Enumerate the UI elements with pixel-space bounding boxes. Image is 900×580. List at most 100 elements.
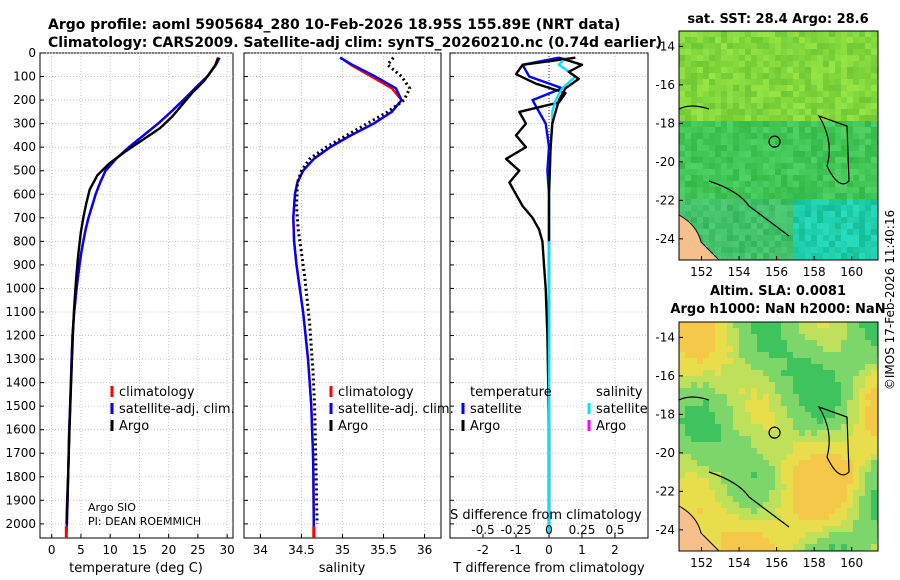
map-cell <box>715 109 722 116</box>
map-cell <box>787 466 794 473</box>
map-cell <box>811 472 818 479</box>
map-cell <box>733 211 740 218</box>
map-cell <box>847 454 854 461</box>
map-cell <box>823 67 830 74</box>
map-cell <box>751 193 758 200</box>
map-cell <box>703 370 710 377</box>
map-cell <box>823 169 830 176</box>
map-cell <box>865 502 872 509</box>
map-cell <box>691 508 698 515</box>
map-cell <box>769 382 776 389</box>
map-cell <box>733 418 740 425</box>
map-cell <box>847 544 854 551</box>
map-cell <box>871 49 878 56</box>
map-cell <box>721 532 728 539</box>
map-cell <box>721 217 728 224</box>
map-cell <box>799 91 806 98</box>
map-cell <box>817 484 824 491</box>
map-cell <box>769 211 776 218</box>
map-cell <box>769 97 776 104</box>
map-cell <box>709 91 716 98</box>
map-cell <box>787 430 794 437</box>
map-cell <box>745 205 752 212</box>
map-cell <box>853 211 860 218</box>
map-cell <box>841 193 848 200</box>
map-cell <box>715 364 722 371</box>
map-cell <box>829 508 836 515</box>
map-cell <box>733 328 740 335</box>
map-cell <box>865 193 872 200</box>
map-cell <box>685 193 692 200</box>
map-cell <box>757 253 764 260</box>
map-cell <box>709 97 716 104</box>
map-cell <box>685 370 692 377</box>
map-cell <box>853 478 860 485</box>
y-tick-label: 100 <box>13 70 36 84</box>
map-cell <box>757 364 764 371</box>
map-cell <box>745 175 752 182</box>
map-cell <box>733 79 740 86</box>
map-cell <box>853 79 860 86</box>
map-cell <box>697 67 704 74</box>
map-cell <box>691 55 698 62</box>
map-cell <box>709 121 716 128</box>
map-cell <box>823 334 830 341</box>
map-cell <box>835 358 842 365</box>
map-cell <box>691 376 698 383</box>
map-cell <box>685 322 692 329</box>
map-cell <box>817 508 824 515</box>
map-cell <box>697 187 704 194</box>
map-cell <box>685 496 692 503</box>
map-cell <box>697 199 704 206</box>
map-cell <box>817 127 824 134</box>
map-cell <box>733 460 740 467</box>
map-cell <box>793 382 800 389</box>
top-tick-label: -0.5 <box>471 523 494 537</box>
map-cell <box>787 484 794 491</box>
map-cell <box>739 235 746 242</box>
map-cell <box>721 370 728 377</box>
map-cell <box>853 430 860 437</box>
map-cell <box>745 514 752 521</box>
map-cell <box>847 253 854 260</box>
map-cell <box>805 49 812 56</box>
map-cell <box>703 127 710 134</box>
map-cell <box>763 223 770 230</box>
map-cell <box>745 193 752 200</box>
map-cell <box>697 115 704 122</box>
map-cell <box>733 103 740 110</box>
map-cell <box>817 229 824 236</box>
map-cell <box>751 484 758 491</box>
map-cell <box>865 442 872 449</box>
map-cell <box>679 181 686 188</box>
map-cell <box>793 241 800 248</box>
map-cell <box>739 193 746 200</box>
map-cell <box>769 406 776 413</box>
map-cell <box>871 490 878 497</box>
map-cell <box>727 151 734 158</box>
map-cell <box>679 436 686 443</box>
map-cell <box>859 187 866 194</box>
difference-legend-salinity: salinity satellite Argo <box>587 385 648 434</box>
map-cell <box>745 454 752 461</box>
map-cell <box>835 322 842 329</box>
map-cell <box>751 163 758 170</box>
map-cell <box>835 79 842 86</box>
map-cell <box>865 121 872 128</box>
map-cell <box>781 85 788 92</box>
map-cell <box>733 436 740 443</box>
map-cell <box>787 73 794 80</box>
map-cell <box>865 334 872 341</box>
map-cell <box>853 358 860 365</box>
map-cell <box>715 394 722 401</box>
map-cell <box>817 448 824 455</box>
map-cell <box>781 328 788 335</box>
map-cell <box>721 61 728 68</box>
map-cell <box>745 121 752 128</box>
x-tick-label: 160 <box>840 265 863 279</box>
map-cell <box>757 484 764 491</box>
map-cell <box>745 364 752 371</box>
map-cell <box>763 382 770 389</box>
map-cell <box>727 526 734 533</box>
map-cell <box>835 55 842 62</box>
